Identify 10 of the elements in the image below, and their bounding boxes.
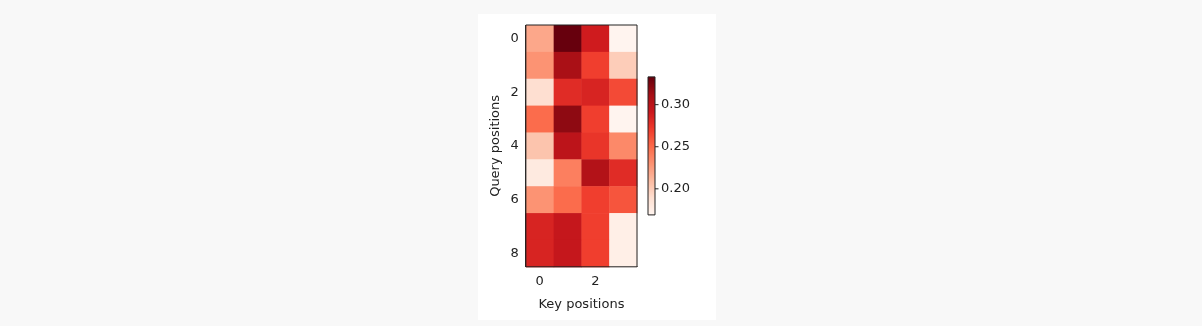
y-tick-label: 2 <box>510 83 519 99</box>
y-axis-title: Query positions <box>487 94 503 197</box>
y-tick-label: 8 <box>510 244 519 260</box>
y-tick-label: 6 <box>510 191 519 207</box>
x-axis-title: Key positions <box>538 295 625 311</box>
color-bar-label: 0.20 <box>661 180 690 196</box>
color-bar-label: 0.25 <box>661 138 690 154</box>
y-tick-label: 0 <box>510 29 519 45</box>
y-tick-label: 4 <box>510 137 519 153</box>
color-bar-label: 0.30 <box>661 96 690 112</box>
